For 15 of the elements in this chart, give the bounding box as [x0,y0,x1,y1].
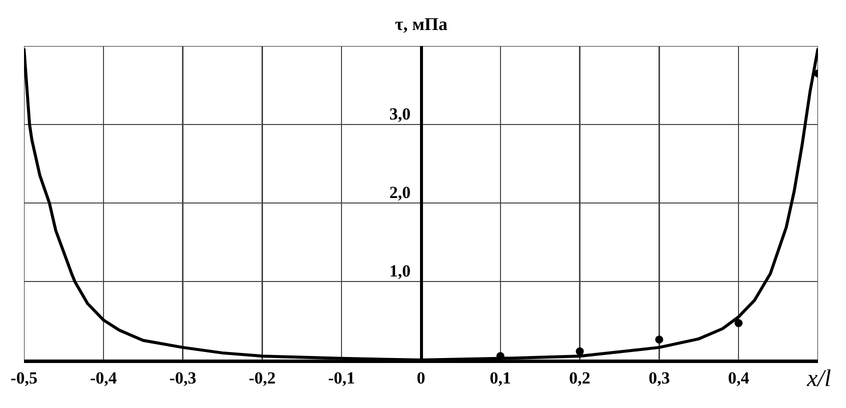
x-tick-label: 0,4 [728,368,750,388]
y-tick-label: 1,0 [389,261,411,280]
x-axis-title: x/l [806,366,832,392]
x-tick-label: -0,2 [248,368,276,388]
y-tick-label: 3,0 [389,104,411,124]
y-axis-title: τ, мПа [395,14,448,34]
x-tick-label: 0,2 [569,368,590,388]
y-tick-label: 2,0 [389,182,411,202]
x-tick-label: 0,1 [490,368,512,388]
x-tick-label: -0,4 [90,368,118,388]
x-tick-label: 0 [416,368,426,388]
x-tick-label: 0,3 [648,368,670,388]
x-tick-label: -0,3 [169,368,196,388]
x-tick-label: -0,5 [10,368,38,388]
x-tick-label: -0,1 [328,368,356,388]
